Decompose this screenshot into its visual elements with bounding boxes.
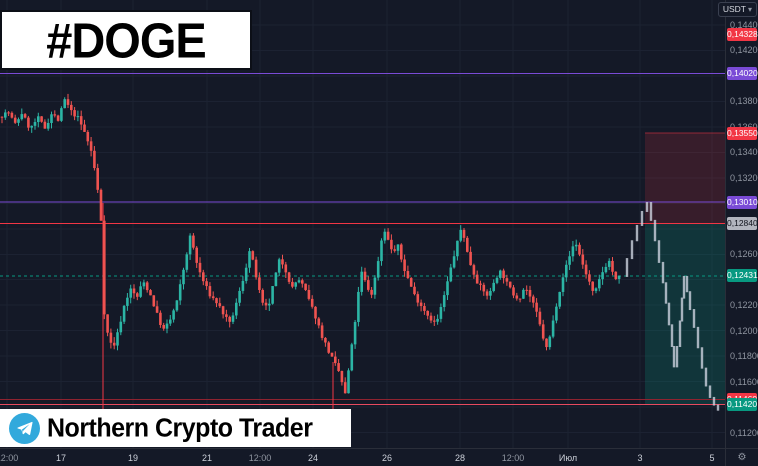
telegram-icon xyxy=(9,412,40,444)
time-tick-label: 21 xyxy=(201,453,212,463)
time-tick-label: 17 xyxy=(55,453,66,463)
time-tick-label: 12:00 xyxy=(501,453,525,463)
time-tick-label: 3 xyxy=(637,453,643,463)
time-tick-label: 19 xyxy=(127,453,138,463)
price-badge: 0,13010 xyxy=(727,195,758,209)
time-tick-label: 28 xyxy=(454,453,465,463)
price-axis[interactable]: USDT▾ 0,144000,142000,138000,136000,1340… xyxy=(717,0,758,448)
time-tick-label: 26 xyxy=(381,453,392,463)
price-badge: 0,14020 xyxy=(727,66,758,80)
page-title: #DOGE xyxy=(46,12,207,68)
time-axis[interactable]: 12:00 17 19 21 12:00 24 26 28 12:00 Июл 3 5 xyxy=(0,448,725,466)
time-tick-label: Июл xyxy=(558,453,578,463)
axis-corner: ⚙ xyxy=(725,448,758,466)
brand-banner: Northern Crypto Trader xyxy=(0,409,351,447)
brand-name: Northern Crypto Trader xyxy=(47,412,313,443)
time-tick-label: 12:00 xyxy=(248,453,272,463)
projection-path[interactable] xyxy=(625,202,720,411)
price-badge: 0,13550 xyxy=(727,126,758,140)
position-short-tool[interactable] xyxy=(645,132,725,405)
chevron-down-icon: ▾ xyxy=(747,5,752,14)
usdt-dropdown-label: USDT xyxy=(722,4,746,14)
price-badge: 0,14328 xyxy=(727,27,758,41)
price-badge: 0,12431 xyxy=(727,269,758,283)
doge-title-banner: #DOGE xyxy=(0,10,252,70)
time-tick-label: 24 xyxy=(307,453,318,463)
time-tick-label: 5 xyxy=(709,453,715,463)
chart-plot[interactable] xyxy=(0,0,725,448)
time-tick-label: 12:00 xyxy=(0,453,19,463)
price-badge: 0,12840 xyxy=(727,217,758,231)
usdt-dropdown[interactable]: USDT ▾ xyxy=(717,2,757,17)
candles xyxy=(0,93,621,394)
axis-settings-icon[interactable]: ⚙ xyxy=(737,452,747,463)
price-badge: 0,11420 xyxy=(727,398,758,412)
